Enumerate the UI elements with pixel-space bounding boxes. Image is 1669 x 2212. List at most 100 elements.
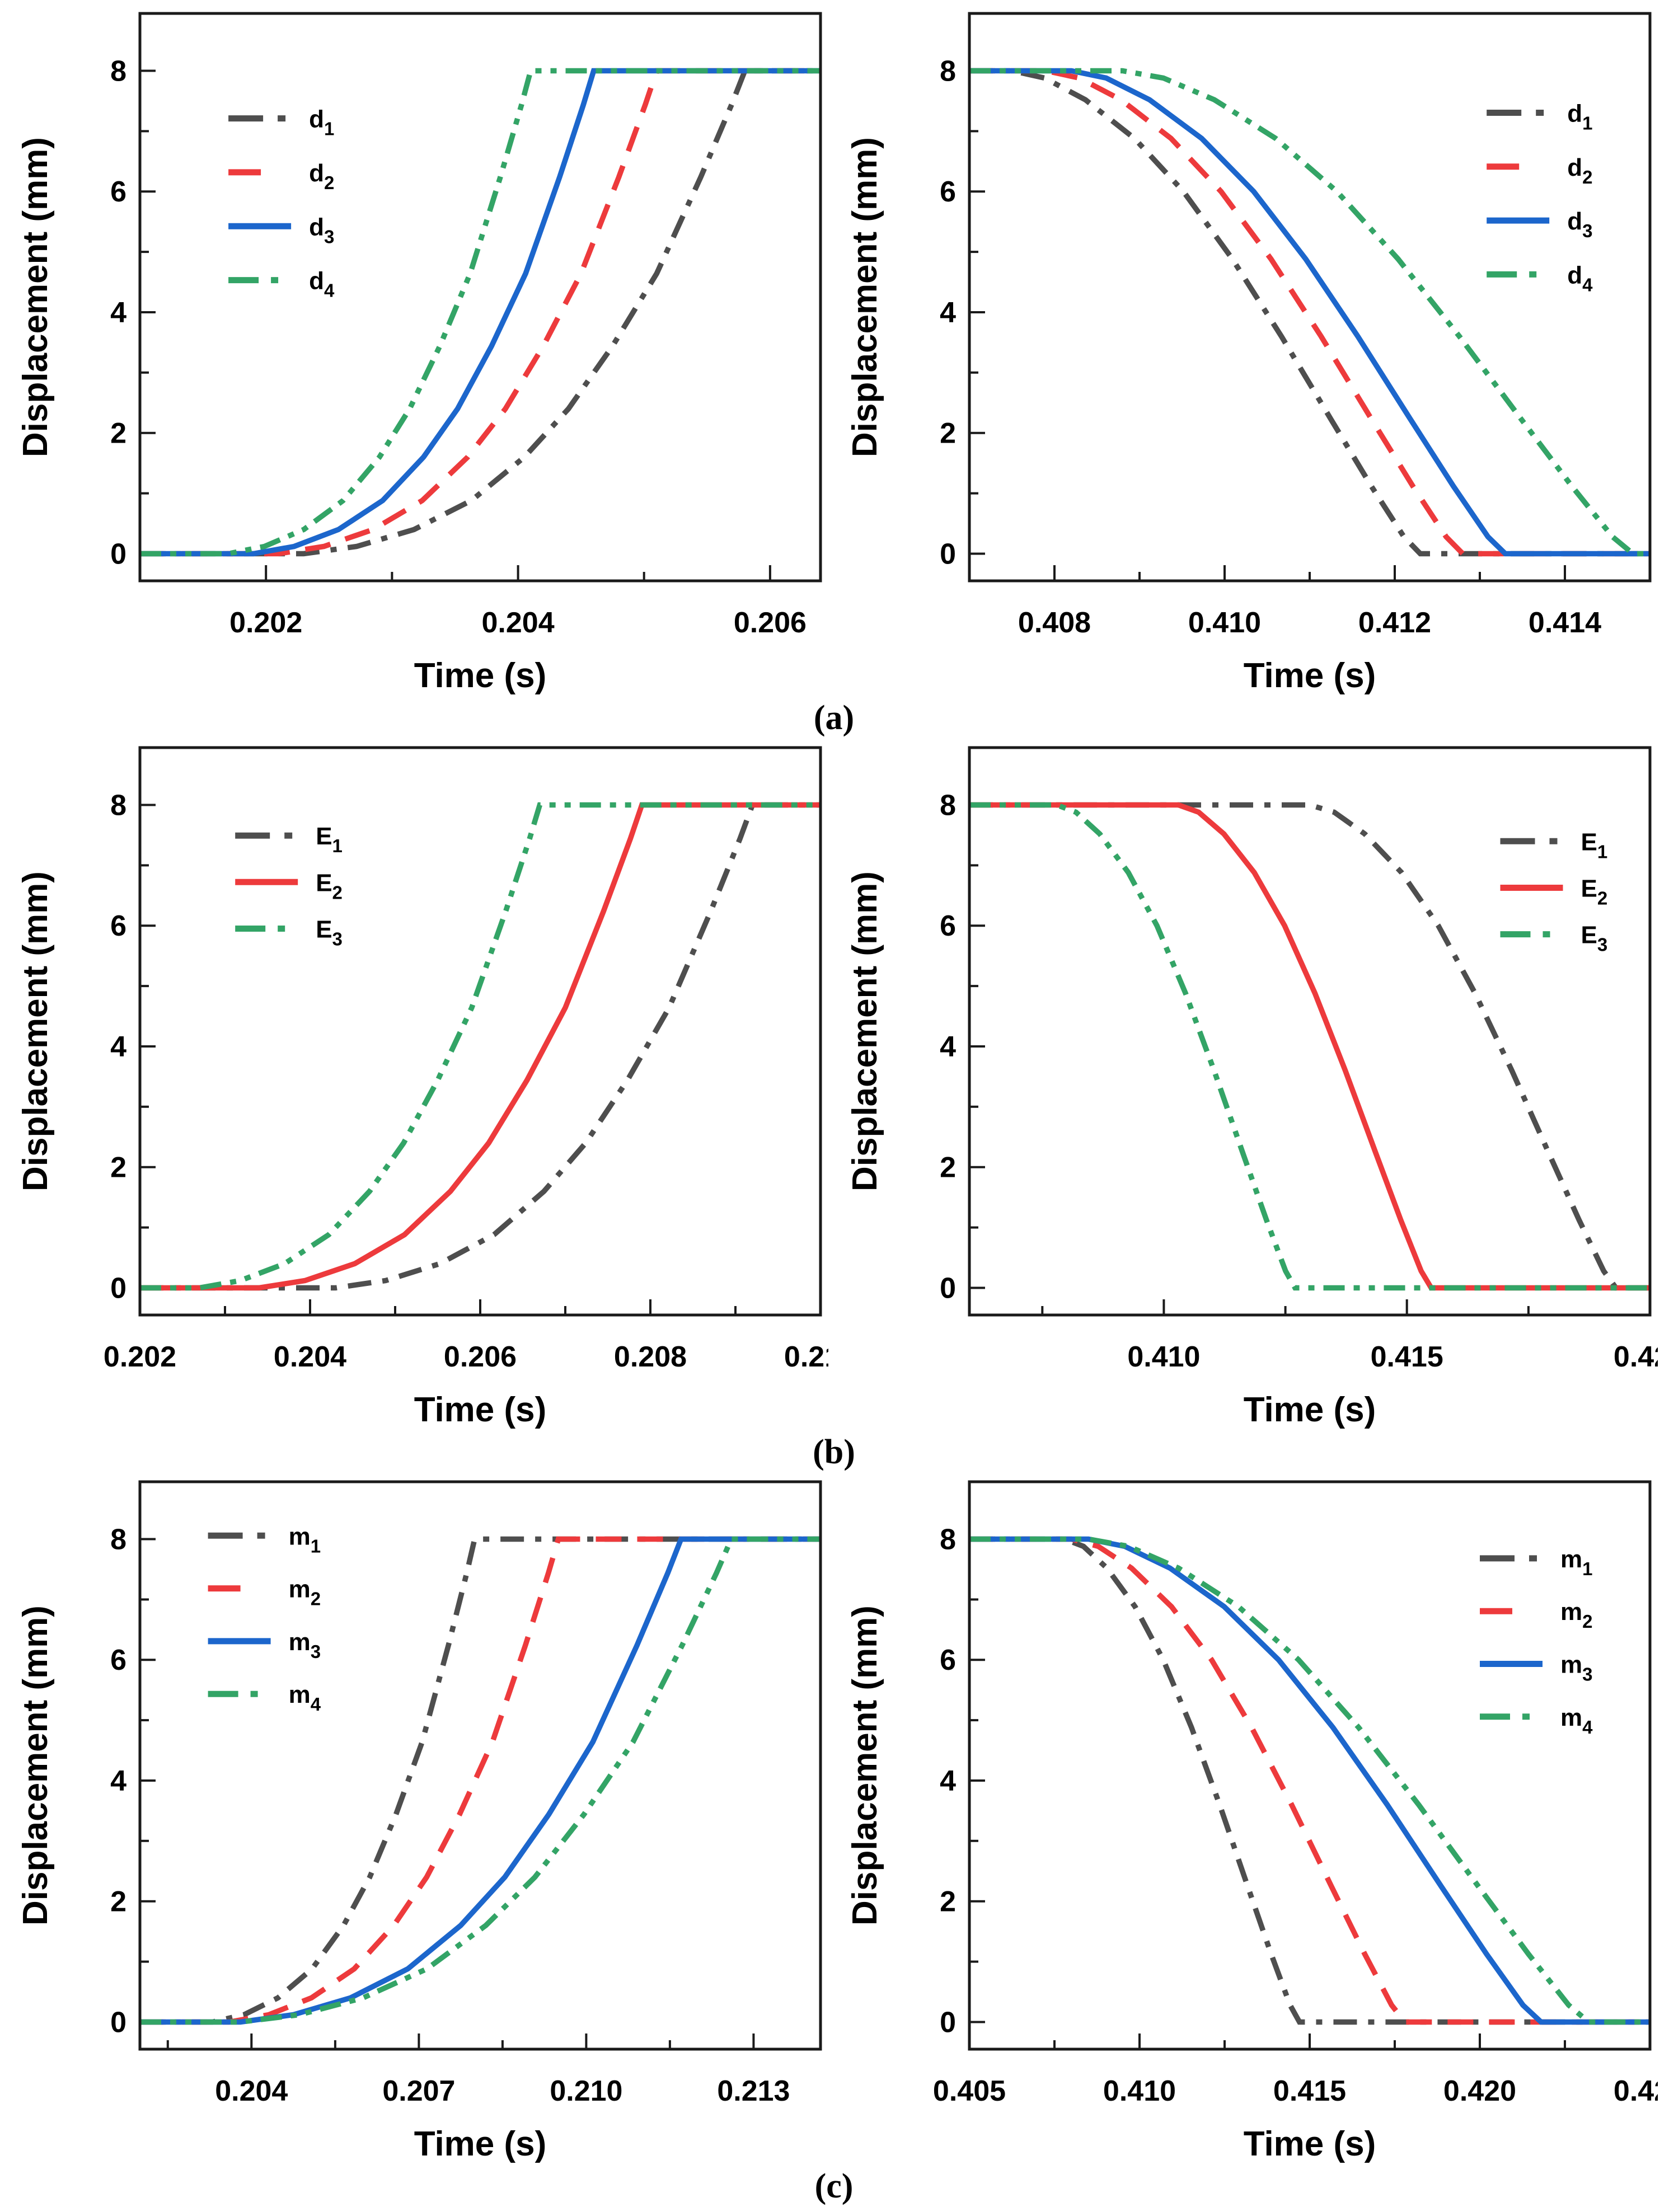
series-E1-curve bbox=[140, 802, 821, 1291]
series-E3-curve bbox=[140, 802, 821, 1291]
legend-entry-d3: d3 bbox=[1487, 208, 1592, 241]
x-tick-label: 0.415 bbox=[1273, 2075, 1346, 2107]
chart-a-right: 0.408 0.410 0.412 0.414 0 2 4 6 8 Time (s) Displac… bbox=[841, 4, 1658, 698]
x-tick-label: 0.410 bbox=[1127, 1341, 1200, 1373]
series-m2-curve bbox=[969, 1536, 1650, 2025]
legend-label: d2 bbox=[309, 159, 334, 193]
y-tick-label: 8 bbox=[110, 790, 126, 822]
x-axis-title: Time (s) bbox=[1244, 2125, 1376, 2163]
legend-entry-d1: d1 bbox=[1487, 100, 1592, 134]
legend-label: d4 bbox=[1567, 261, 1593, 295]
y-axis-title: Displacement (mm) bbox=[16, 137, 55, 457]
series-E2-curve bbox=[140, 802, 821, 1291]
y-tick-label: 6 bbox=[110, 910, 126, 942]
y-axis-title: Displacement (mm) bbox=[16, 1605, 55, 1925]
legend-entry-m3: m3 bbox=[208, 1628, 321, 1662]
x-tick-label: 0.412 bbox=[1358, 607, 1431, 639]
legend-label: m2 bbox=[289, 1576, 321, 1609]
y-tick-label: 0 bbox=[110, 538, 126, 571]
legend-label: E2 bbox=[316, 869, 343, 903]
legend-entry-d2: d2 bbox=[1487, 154, 1592, 187]
y-tick-label: 4 bbox=[110, 297, 126, 329]
legend-entry-d1: d1 bbox=[228, 106, 334, 139]
y-tick-label: 8 bbox=[940, 790, 956, 822]
x-axis-title: Time (s) bbox=[414, 1391, 547, 1429]
y-tick-label: 2 bbox=[110, 417, 126, 450]
figure-row-c: 0.204 0.207 0.210 0.213 0 2 4 6 8 Time (s) Displac… bbox=[11, 1473, 1669, 2167]
legend-label: d2 bbox=[1567, 154, 1592, 187]
plot-frame bbox=[138, 1480, 822, 2051]
chart-a-left: 0.202 0.204 0.206 0 2 4 6 8 Time (s) Displacement… bbox=[11, 4, 828, 698]
y-tick-label: 8 bbox=[940, 55, 956, 88]
y-tick-label: 4 bbox=[940, 1031, 956, 1063]
chart-c-left: 0.204 0.207 0.210 0.213 0 2 4 6 8 Time (s) Displac… bbox=[11, 1473, 828, 2167]
series-m1-curve bbox=[969, 1536, 1650, 2025]
legend-label: E3 bbox=[1581, 922, 1608, 955]
x-tick-label: 0.202 bbox=[104, 1341, 176, 1373]
x-axis-title: Time (s) bbox=[414, 656, 547, 695]
legend-entry-m4: m4 bbox=[208, 1681, 321, 1715]
figure-row-b: 0.202 0.204 0.206 0.208 0.210 0 2 4 6 8 Time (s) Di… bbox=[11, 739, 1669, 1433]
series-m3-curve bbox=[140, 1536, 821, 2025]
y-axis-title: Displacement (mm) bbox=[846, 871, 884, 1191]
y-tick-label: 6 bbox=[940, 176, 956, 208]
legend-label: d1 bbox=[1567, 100, 1592, 134]
series-d1-curve bbox=[140, 68, 821, 557]
legend-entry-E2: E2 bbox=[1500, 875, 1607, 909]
plot-frame bbox=[968, 1480, 1652, 2051]
y-axis-title: Displacement (mm) bbox=[846, 137, 884, 457]
y-axis-title: Displacement (mm) bbox=[846, 1605, 884, 1925]
legend-entry-m3: m3 bbox=[1480, 1651, 1592, 1685]
x-axis-title: Time (s) bbox=[414, 2125, 547, 2163]
legend-label: m3 bbox=[289, 1628, 321, 1662]
y-tick-label: 0 bbox=[110, 1272, 126, 1305]
x-tick-label: 0.420 bbox=[1443, 2075, 1516, 2107]
legend-entry-E1: E1 bbox=[235, 823, 343, 856]
x-axis-title: Time (s) bbox=[1244, 656, 1376, 695]
legend-entry-m2: m2 bbox=[208, 1576, 321, 1609]
legend-label: d3 bbox=[1567, 208, 1592, 241]
legend-entry-d4: d4 bbox=[228, 267, 335, 301]
series-m2-curve bbox=[140, 1536, 821, 2025]
legend-entry-m1: m1 bbox=[1480, 1546, 1592, 1579]
series-d1-curve bbox=[969, 68, 1650, 557]
chart-c-right: 0.405 0.410 0.415 0.420 0.425 0 2 4 6 8 Time (s) Di… bbox=[841, 1473, 1658, 2167]
x-tick-label: 0.414 bbox=[1529, 607, 1601, 639]
legend-label: d3 bbox=[309, 213, 334, 247]
chart-b-left: 0.202 0.204 0.206 0.208 0.210 0 2 4 6 8 Time (s) Di… bbox=[11, 739, 828, 1433]
legend-label: d1 bbox=[309, 106, 334, 139]
series-m4-curve bbox=[140, 1536, 821, 2025]
chart-svg: 0.202 0.204 0.206 0 2 4 6 8 Time (s) Displacement… bbox=[16, 12, 822, 695]
chart-b-right: 0.410 0.415 0.420 0 2 4 6 8 Time (s) Displacement… bbox=[841, 739, 1658, 1433]
series-m1-curve bbox=[140, 1536, 821, 2025]
series-d2-curve bbox=[969, 68, 1650, 557]
chart-svg: 0.202 0.204 0.206 0.208 0.210 0 2 4 6 8 Time (s) Di… bbox=[16, 746, 828, 1429]
y-tick-label: 4 bbox=[940, 297, 956, 329]
plot-frame bbox=[968, 746, 1652, 1317]
plot-frame bbox=[138, 746, 822, 1317]
legend-label: m1 bbox=[1560, 1546, 1592, 1579]
caption-c: (c) bbox=[814, 2167, 854, 2205]
legend-entry-m4: m4 bbox=[1480, 1704, 1593, 1737]
x-tick-label: 0.207 bbox=[382, 2075, 455, 2107]
x-tick-label: 0.204 bbox=[274, 1341, 346, 1373]
series-d4-curve bbox=[969, 68, 1650, 557]
legend-entry-d3: d3 bbox=[228, 213, 334, 247]
series-d2-curve bbox=[140, 68, 821, 557]
chart-svg: 0.405 0.410 0.415 0.420 0.425 0 2 4 6 8 Time (s) Di… bbox=[846, 1480, 1658, 2163]
x-tick-label: 0.405 bbox=[933, 2075, 1006, 2107]
x-tick-label: 0.204 bbox=[482, 607, 555, 639]
series-d3-curve bbox=[969, 68, 1650, 557]
legend-label: m4 bbox=[289, 1681, 321, 1715]
x-tick-label: 0.202 bbox=[229, 607, 302, 639]
series-d4-curve bbox=[140, 68, 821, 557]
x-tick-label: 0.204 bbox=[215, 2075, 288, 2107]
series-d3-curve bbox=[140, 68, 821, 557]
legend-label: E1 bbox=[1581, 828, 1608, 862]
series-m3-curve bbox=[969, 1536, 1650, 2025]
legend-entry-E3: E3 bbox=[1500, 922, 1608, 955]
x-tick-label: 0.425 bbox=[1614, 2075, 1658, 2107]
y-tick-label: 2 bbox=[940, 1886, 956, 1918]
legend-label: m4 bbox=[1560, 1704, 1593, 1737]
